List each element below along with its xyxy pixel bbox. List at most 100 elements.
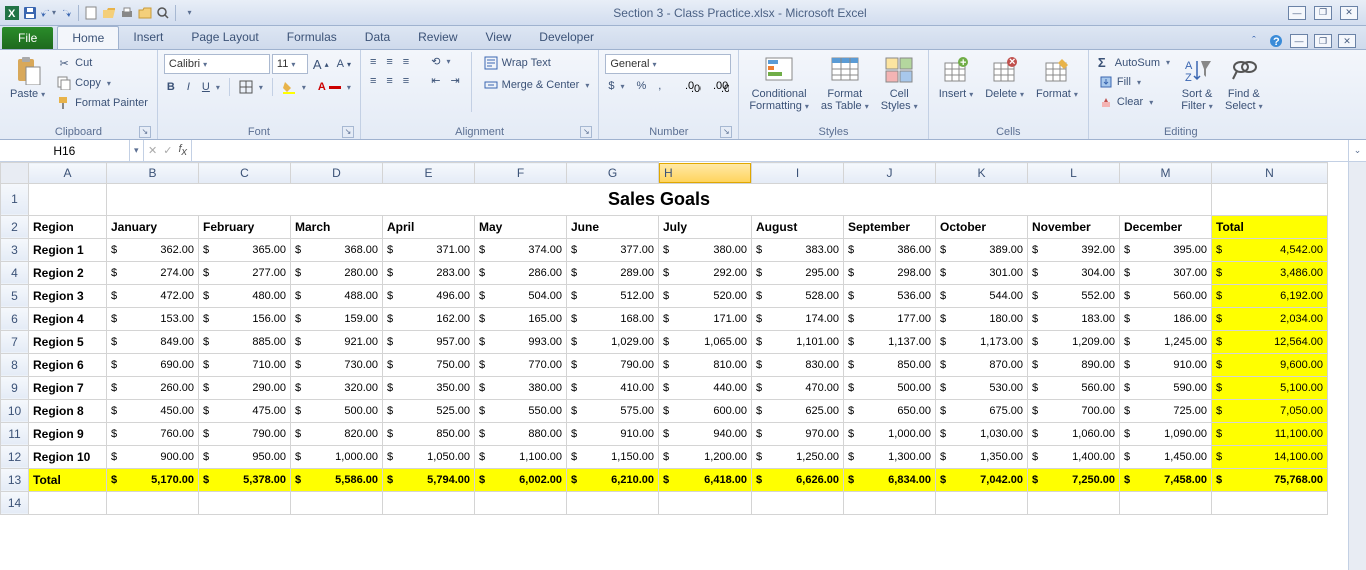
cell[interactable]: $368.00 (291, 238, 383, 261)
cell[interactable]: $274.00 (107, 261, 199, 284)
cell[interactable]: $1,450.00 (1120, 445, 1212, 468)
cell[interactable]: February (199, 215, 291, 238)
number-launcher-icon[interactable]: ↘ (720, 126, 732, 138)
column-header[interactable]: C (199, 163, 291, 184)
cell[interactable]: $590.00 (1120, 376, 1212, 399)
cell[interactable]: $7,042.00 (936, 468, 1028, 491)
cell[interactable]: January (107, 215, 199, 238)
formula-bar-expand-icon[interactable]: ⌄ (1348, 140, 1366, 161)
tab-data[interactable]: Data (351, 26, 404, 49)
name-box[interactable]: ▾ (0, 140, 144, 161)
cell[interactable]: $6,626.00 (752, 468, 844, 491)
clipboard-launcher-icon[interactable]: ↘ (139, 126, 151, 138)
cell[interactable]: $650.00 (844, 399, 936, 422)
cell[interactable]: $6,834.00 (844, 468, 936, 491)
column-header[interactable]: M (1120, 163, 1212, 184)
cell[interactable]: $14,100.00 (1212, 445, 1328, 468)
conditional-formatting-button[interactable]: Conditional Formatting (745, 52, 813, 114)
percent-format-icon[interactable]: % (633, 79, 649, 93)
cell[interactable]: $480.00 (199, 284, 291, 307)
restore-icon[interactable]: ❐ (1314, 6, 1332, 20)
align-center-icon[interactable]: ≡ (383, 74, 395, 88)
fx-icon[interactable]: fx (178, 143, 187, 158)
row-header[interactable]: 13 (1, 468, 29, 491)
fill-button[interactable]: Fill (1095, 73, 1173, 91)
column-header[interactable]: N (1212, 163, 1328, 184)
cell[interactable]: $365.00 (199, 238, 291, 261)
cell[interactable]: $9,600.00 (1212, 353, 1328, 376)
cell[interactable]: $362.00 (107, 238, 199, 261)
autosum-button[interactable]: Σ AutoSum (1095, 54, 1173, 71)
cell[interactable]: $470.00 (752, 376, 844, 399)
cell[interactable] (1028, 491, 1120, 514)
cell[interactable]: $165.00 (475, 307, 567, 330)
cell[interactable]: $304.00 (1028, 261, 1120, 284)
cell[interactable]: $850.00 (383, 422, 475, 445)
cell[interactable]: $277.00 (199, 261, 291, 284)
cell[interactable]: $1,060.00 (1028, 422, 1120, 445)
cell[interactable] (752, 491, 844, 514)
folder-icon[interactable] (137, 5, 153, 21)
cell[interactable]: Region 2 (29, 261, 107, 284)
row-header[interactable]: 9 (1, 376, 29, 399)
cell[interactable] (659, 491, 752, 514)
cell[interactable]: $525.00 (383, 399, 475, 422)
undo-icon[interactable] (40, 5, 56, 21)
cell[interactable]: $1,173.00 (936, 330, 1028, 353)
grow-font-icon[interactable]: A▴ (310, 56, 332, 73)
row-header[interactable]: 6 (1, 307, 29, 330)
delete-cells-button[interactable]: × Delete (981, 52, 1028, 102)
cell[interactable]: $389.00 (936, 238, 1028, 261)
row-header[interactable]: 2 (1, 215, 29, 238)
cell[interactable]: $1,065.00 (659, 330, 752, 353)
accounting-format-icon[interactable]: $ (605, 79, 627, 93)
column-header[interactable]: J (844, 163, 936, 184)
cell[interactable]: $2,034.00 (1212, 307, 1328, 330)
cell[interactable]: $12,564.00 (1212, 330, 1328, 353)
cell[interactable]: $307.00 (1120, 261, 1212, 284)
cell[interactable]: $380.00 (475, 376, 567, 399)
cell[interactable]: $575.00 (567, 399, 659, 422)
align-middle-icon[interactable]: ≡ (383, 55, 395, 69)
tab-insert[interactable]: Insert (119, 26, 177, 49)
cell[interactable]: $885.00 (199, 330, 291, 353)
cell[interactable]: $183.00 (1028, 307, 1120, 330)
cell[interactable]: $5,586.00 (291, 468, 383, 491)
cell[interactable]: $395.00 (1120, 238, 1212, 261)
column-header[interactable]: D (291, 163, 383, 184)
cell[interactable]: $286.00 (475, 261, 567, 284)
cell[interactable]: $159.00 (291, 307, 383, 330)
align-right-icon[interactable]: ≡ (400, 74, 412, 88)
cell[interactable] (29, 183, 107, 215)
wrap-text-button[interactable]: Wrap Text (480, 54, 593, 72)
cell[interactable]: $260.00 (107, 376, 199, 399)
cell[interactable]: $75,768.00 (1212, 468, 1328, 491)
cell[interactable]: $4,542.00 (1212, 238, 1328, 261)
cell[interactable]: $174.00 (752, 307, 844, 330)
cell[interactable]: $1,029.00 (567, 330, 659, 353)
orientation-icon[interactable]: ⟲ (428, 54, 453, 69)
cell[interactable]: Region 5 (29, 330, 107, 353)
cell[interactable]: $496.00 (383, 284, 475, 307)
cell[interactable]: $1,050.00 (383, 445, 475, 468)
underline-button[interactable]: U (199, 80, 223, 94)
tab-formulas[interactable]: Formulas (273, 26, 351, 49)
column-header[interactable]: H (659, 163, 751, 183)
cell[interactable] (475, 491, 567, 514)
cell[interactable]: $374.00 (475, 238, 567, 261)
number-format-select[interactable]: General (605, 54, 731, 74)
cell[interactable]: $380.00 (659, 238, 752, 261)
cell[interactable] (199, 491, 291, 514)
cell[interactable]: $1,137.00 (844, 330, 936, 353)
cell[interactable]: Region 3 (29, 284, 107, 307)
cell[interactable]: $153.00 (107, 307, 199, 330)
font-launcher-icon[interactable]: ↘ (342, 126, 354, 138)
row-header[interactable]: 10 (1, 399, 29, 422)
cell[interactable]: $290.00 (199, 376, 291, 399)
cell[interactable]: $1,101.00 (752, 330, 844, 353)
workbook-close-icon[interactable]: ✕ (1338, 34, 1356, 48)
cell[interactable]: Total (29, 468, 107, 491)
cell[interactable]: $371.00 (383, 238, 475, 261)
cell[interactable] (107, 491, 199, 514)
tab-home[interactable]: Home (57, 26, 119, 49)
